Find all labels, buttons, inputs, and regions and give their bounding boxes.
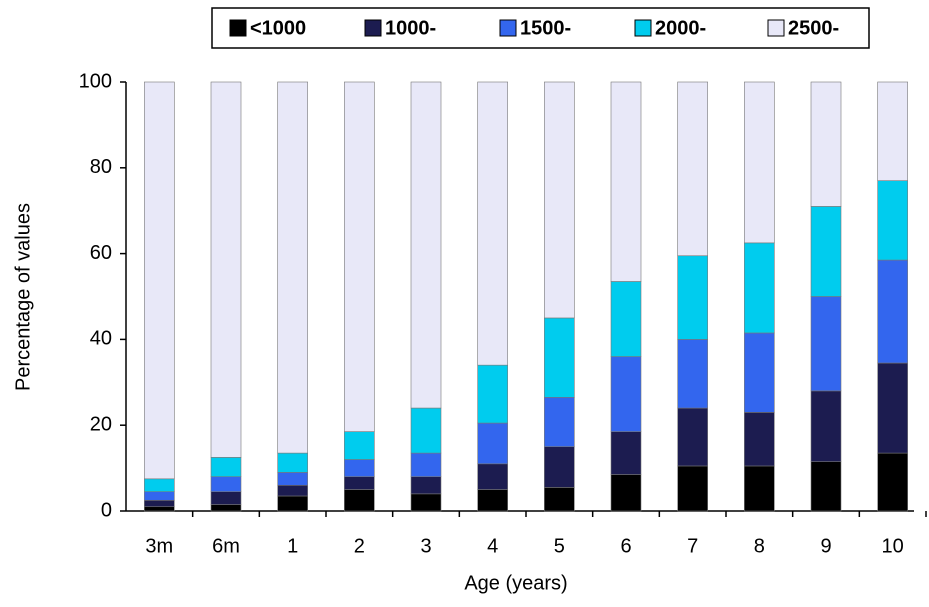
bar-segment — [277, 484, 308, 497]
bar-segment — [144, 491, 175, 501]
bar-segment — [277, 452, 308, 473]
bar-segment — [877, 452, 908, 512]
x-tick-label: 6m — [212, 535, 240, 557]
bar-segment — [810, 390, 842, 462]
x-tick-label: 3 — [420, 535, 431, 557]
bar-segment — [610, 474, 642, 512]
y-tick-label: 60 — [90, 242, 112, 264]
bar-segment — [610, 431, 642, 475]
bar-segment — [544, 317, 575, 398]
bar-segment — [210, 457, 242, 477]
bar-segment — [144, 506, 175, 512]
bar-segment — [810, 461, 842, 512]
y-tick-label: 40 — [90, 328, 112, 350]
x-tick-label: 4 — [487, 535, 498, 557]
legend-swatch — [229, 19, 247, 37]
bar-segment — [744, 412, 775, 467]
bar-segment — [877, 180, 908, 261]
bar-segment — [277, 472, 308, 486]
bar-segment — [877, 81, 908, 181]
bar-segment — [544, 446, 575, 488]
bar-segment — [744, 465, 775, 512]
bar-segment — [677, 81, 708, 257]
legend-label: 1000- — [385, 17, 436, 39]
bar-segment — [677, 465, 708, 512]
bar-segment — [144, 81, 175, 480]
x-tick-label: 9 — [820, 535, 831, 557]
y-tick-label: 80 — [90, 156, 112, 178]
legend-swatch — [499, 19, 517, 37]
x-tick-label: 7 — [687, 535, 698, 557]
bar-segment — [477, 364, 508, 424]
x-tick-label: 1 — [287, 535, 298, 557]
y-axis-label: Percentage of values — [12, 203, 34, 391]
bar-segment — [144, 478, 175, 492]
x-tick-label: 10 — [882, 535, 904, 557]
bar-segment — [677, 339, 708, 409]
y-tick-label: 20 — [90, 413, 112, 435]
bar-segment — [410, 407, 442, 454]
bar-segment — [810, 206, 842, 297]
x-tick-label: 2 — [354, 535, 365, 557]
bar-segment — [410, 452, 442, 477]
x-tick-label: 6 — [620, 535, 631, 557]
bar-segment — [344, 489, 375, 512]
bar-segment — [210, 476, 242, 492]
bar-segment — [610, 281, 642, 357]
bar-segment — [744, 332, 775, 413]
y-tick-label: 0 — [101, 499, 112, 521]
x-tick-label: 8 — [754, 535, 765, 557]
bar-segment — [744, 242, 775, 334]
bar-segment — [877, 362, 908, 454]
legend-box — [211, 7, 870, 49]
bar-segment — [544, 487, 575, 512]
bar-segment — [344, 459, 375, 477]
bar-segment — [477, 489, 508, 512]
bar-segment — [210, 504, 242, 512]
bar-segment — [877, 259, 908, 364]
bar-segment — [344, 431, 375, 460]
bar-segment — [344, 476, 375, 490]
legend-swatch — [634, 19, 652, 37]
bar-segment — [477, 422, 508, 465]
bar-segment — [477, 81, 508, 366]
bar-segment — [410, 493, 442, 512]
legend-label: 2000- — [655, 17, 706, 39]
bar-segment — [277, 495, 308, 512]
bar-segment — [477, 463, 508, 490]
bar-segment — [744, 81, 775, 244]
x-tick-label: 5 — [554, 535, 565, 557]
bar-segment — [410, 476, 442, 495]
legend-label: 1500- — [520, 17, 571, 39]
bar-segment — [677, 255, 708, 340]
bar-segment — [344, 81, 375, 432]
legend-swatch — [364, 19, 382, 37]
bar-segment — [810, 296, 842, 392]
legend-label: 2500- — [788, 17, 839, 39]
bar-segment — [277, 81, 308, 454]
bar-segment — [410, 81, 442, 409]
bar-segment — [610, 81, 642, 282]
legend-label: <1000 — [250, 17, 306, 39]
bar-segment — [544, 397, 575, 447]
bar-segment — [810, 81, 842, 207]
bar-segment — [144, 499, 175, 508]
legend-swatch — [767, 19, 785, 37]
bar-segment — [610, 356, 642, 432]
bar-segment — [677, 407, 708, 467]
x-tick-label: 3m — [145, 535, 173, 557]
y-tick-label: 100 — [79, 70, 112, 92]
bar-segment — [210, 491, 242, 505]
bar-segment — [544, 81, 575, 319]
x-axis-label: Age (years) — [464, 572, 567, 594]
bar-segment — [210, 81, 242, 458]
